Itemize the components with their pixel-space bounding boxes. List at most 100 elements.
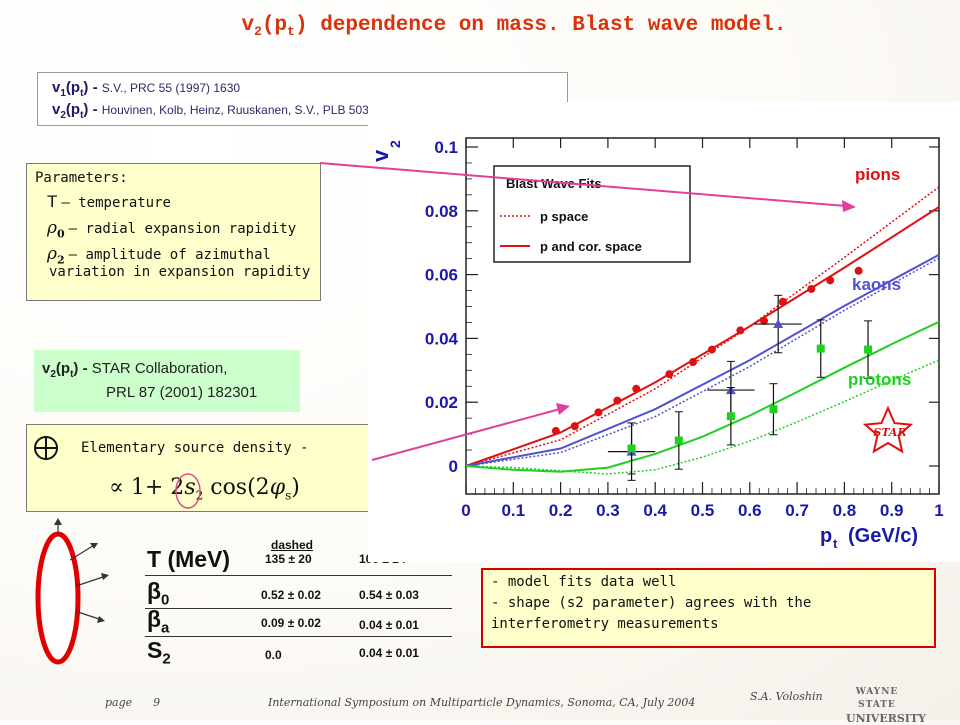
- row-s2-dashed: 0.0: [265, 648, 282, 662]
- beta0-sub: 0: [161, 591, 170, 609]
- beta0-symbol: β: [147, 578, 162, 604]
- source-ellipse-diagram: [35, 518, 109, 665]
- density-formula: ∝ 1+ 2s2 cos(2φs): [109, 475, 300, 502]
- ref-v1-v: v: [52, 79, 61, 96]
- s2-highlight-ellipse: [175, 473, 201, 509]
- star-logo-text: STAR: [873, 426, 906, 439]
- protons-point: [864, 345, 873, 354]
- title-paren: (p: [261, 14, 288, 37]
- footer-page: page 9: [105, 696, 160, 709]
- x-tick-label: 0.6: [738, 501, 762, 520]
- formula-s: s: [184, 475, 196, 500]
- star-ref-v: v: [42, 360, 51, 377]
- page-label: page: [105, 696, 133, 709]
- ref-v1-sub: 1: [60, 88, 66, 99]
- star-ref-sub: 2: [50, 369, 56, 380]
- row-beta0-solid: 0.54 ± 0.03: [359, 588, 419, 602]
- col-dashed-header: dashed: [271, 538, 314, 552]
- param-T: T – temperature: [35, 192, 320, 218]
- protons-fit-dotted: [465, 359, 940, 475]
- ref-v2-t: t: [80, 110, 84, 121]
- series-label-kaons: kaons: [852, 275, 901, 294]
- protons-point: [769, 405, 778, 414]
- ref-v1-dash: -: [88, 79, 102, 96]
- x-tick-label: 0: [461, 501, 470, 520]
- title-sub-t: t: [287, 24, 295, 40]
- param-rho2-text2: variation in expansion rapidity: [49, 264, 311, 280]
- table-divider: [145, 575, 452, 576]
- star-ref-dash: -: [78, 360, 92, 377]
- star-ref-mid: (p: [55, 360, 71, 377]
- protons-point: [674, 436, 683, 445]
- title-sub: 2: [254, 24, 262, 40]
- param-rho2-text: – amplitude of azimuthal: [68, 247, 271, 263]
- star-ref-end: ): [73, 360, 79, 377]
- protons-point: [627, 444, 636, 453]
- ref-v2-source: Houvinen, Kolb, Heinz, Ruuskanen, S.V., …: [101, 103, 424, 117]
- university-logo: WAYNE STATE UNIVERSITY: [846, 686, 926, 725]
- ref-v2-mid: (p: [65, 101, 81, 118]
- footer-author: S.A. Voloshin: [750, 690, 823, 703]
- s2-symbol: S: [147, 637, 163, 663]
- conclusions-box: - model fits data well - shape (s2 param…: [481, 568, 936, 648]
- page-title: v2(pt) dependence on mass. Blast wave mo…: [0, 14, 960, 39]
- rho0-symbol: ρ: [47, 218, 57, 238]
- x-tick-label: 0.5: [691, 501, 715, 520]
- formula-part2: cos(2: [203, 475, 270, 500]
- pions-point: [807, 284, 816, 293]
- row-betaa-dashed: 0.09 ± 0.02: [261, 616, 321, 630]
- title-rest: ) dependence on mass. Blast wave model.: [294, 14, 787, 37]
- x-tick-label: 0.8: [833, 501, 857, 520]
- x-axis-label-unit: (GeV/c): [848, 525, 918, 547]
- formula-part3: ): [291, 475, 300, 500]
- pions-point: [826, 276, 835, 285]
- pions-point: [665, 370, 674, 379]
- star-ref-line1: v2(pt) - STAR Collaboration,: [42, 360, 300, 380]
- parameters-box: Parameters: T – temperature ρ0– radial ex…: [26, 163, 321, 301]
- s2-sub: 2: [162, 650, 171, 668]
- title-v: v: [241, 14, 255, 37]
- param-T-text: – temperature: [61, 195, 171, 211]
- protons-point: [816, 344, 825, 353]
- pions-point: [759, 316, 768, 325]
- star-ref-text2: PRL 87 (2001) 182301: [106, 384, 258, 401]
- x-axis-label: p: [820, 525, 832, 547]
- logo-line1: WAYNE STATE: [855, 687, 899, 710]
- page-number: 9: [153, 696, 161, 709]
- pions-point: [594, 408, 603, 417]
- x-tick-label: 0.3: [596, 501, 620, 520]
- ref-v1-end: ): [83, 79, 89, 96]
- footer-conference: International Symposium on Multiparticle…: [268, 696, 696, 709]
- ref-v1-t: t: [80, 88, 84, 99]
- row-T-label: T (MeV): [147, 546, 231, 572]
- star-ref-text1: STAR Collaboration,: [91, 360, 228, 377]
- references-box: v1(pt) - S.V., PRC 55 (1997) 1630 v2(pt)…: [37, 72, 568, 126]
- legend-dotted-label: p space: [540, 209, 588, 224]
- density-label: Elementary source density -: [81, 440, 309, 456]
- y-tick-label: 0.02: [425, 393, 458, 412]
- row-T-name: T (MeV): [147, 546, 230, 573]
- star-ref-t: t: [70, 369, 74, 380]
- y-tick-label: 0: [449, 457, 458, 476]
- pions-point: [689, 358, 698, 367]
- arrow-lower-right: [77, 611, 103, 621]
- pions-point: [854, 266, 863, 275]
- note-line: interferometry measurements: [491, 616, 719, 632]
- ref-v2: v2(pt) - Houvinen, Kolb, Heinz, Ruuskane…: [52, 101, 567, 123]
- y-tick-label: 0.04: [425, 329, 459, 348]
- star-reference-box: v2(pt) - STAR Collaboration, PRL 87 (200…: [34, 350, 300, 412]
- note-line: - model fits data well: [491, 574, 677, 590]
- ref-v1-source: S.V., PRC 55 (1997) 1630: [101, 81, 241, 95]
- row-beta0-name: β0: [147, 578, 169, 609]
- param-rho0: ρ0– radial expansion rapidity: [35, 218, 320, 244]
- ref-v1-mid: (p: [65, 79, 81, 96]
- logo-line2: UNIVERSITY: [846, 712, 926, 725]
- table-divider: [145, 608, 452, 609]
- y-tick-label: 0.06: [425, 266, 458, 285]
- ref-v2-v: v: [52, 101, 61, 118]
- arrow-up-head: [54, 518, 62, 525]
- v2-pt-chart: 0 0.1 0.2 0.3 0.4 0.5 0.6 0.7 0.8 0.9 1 0 0.02 0.04 0.…: [368, 102, 960, 562]
- series-label-pions: pions: [855, 165, 900, 184]
- row-s2-solid: 0.04 ± 0.01: [359, 646, 419, 660]
- pions-point: [570, 422, 579, 431]
